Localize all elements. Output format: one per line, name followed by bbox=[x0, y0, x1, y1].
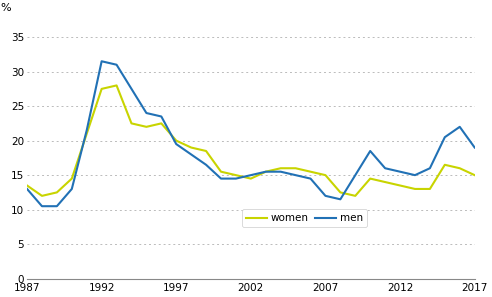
women bbox=[457, 166, 462, 170]
women bbox=[277, 166, 283, 170]
women bbox=[322, 173, 328, 177]
men bbox=[382, 166, 388, 170]
men bbox=[24, 187, 30, 191]
women bbox=[263, 170, 269, 173]
women bbox=[248, 177, 254, 180]
women bbox=[69, 177, 75, 180]
men bbox=[472, 146, 478, 149]
women bbox=[442, 163, 448, 167]
men bbox=[158, 115, 164, 118]
men bbox=[128, 87, 134, 91]
men bbox=[69, 187, 75, 191]
women bbox=[472, 173, 478, 177]
men bbox=[367, 149, 373, 153]
men bbox=[277, 170, 283, 173]
men bbox=[218, 177, 224, 180]
women bbox=[99, 87, 105, 91]
women bbox=[367, 177, 373, 180]
men bbox=[352, 173, 358, 177]
men bbox=[233, 177, 239, 180]
men bbox=[203, 163, 209, 167]
men bbox=[457, 125, 462, 129]
women bbox=[203, 149, 209, 153]
women bbox=[382, 180, 388, 184]
women bbox=[397, 184, 403, 187]
Line: men: men bbox=[27, 61, 475, 206]
women bbox=[188, 146, 194, 149]
men bbox=[263, 170, 269, 173]
women bbox=[84, 132, 90, 135]
men bbox=[188, 153, 194, 156]
men bbox=[39, 204, 45, 208]
men bbox=[54, 204, 60, 208]
women bbox=[293, 166, 299, 170]
Line: women: women bbox=[27, 86, 475, 196]
Legend: women, men: women, men bbox=[242, 209, 368, 228]
women bbox=[173, 139, 179, 143]
men bbox=[397, 170, 403, 173]
women bbox=[158, 121, 164, 125]
women bbox=[412, 187, 418, 191]
men bbox=[144, 111, 150, 115]
women bbox=[54, 191, 60, 194]
women bbox=[218, 170, 224, 173]
men bbox=[99, 59, 105, 63]
men bbox=[293, 173, 299, 177]
men bbox=[338, 198, 343, 201]
women bbox=[128, 121, 134, 125]
men bbox=[248, 173, 254, 177]
women bbox=[308, 170, 313, 173]
men bbox=[322, 194, 328, 198]
men bbox=[442, 135, 448, 139]
women bbox=[352, 194, 358, 198]
men bbox=[173, 142, 179, 146]
men bbox=[427, 166, 433, 170]
women bbox=[24, 184, 30, 187]
women bbox=[39, 194, 45, 198]
men bbox=[84, 129, 90, 132]
women bbox=[233, 173, 239, 177]
men bbox=[412, 173, 418, 177]
men bbox=[308, 177, 313, 180]
women bbox=[144, 125, 150, 129]
women bbox=[427, 187, 433, 191]
women bbox=[114, 84, 120, 87]
Text: %: % bbox=[0, 3, 11, 13]
women bbox=[338, 191, 343, 194]
men bbox=[114, 63, 120, 67]
